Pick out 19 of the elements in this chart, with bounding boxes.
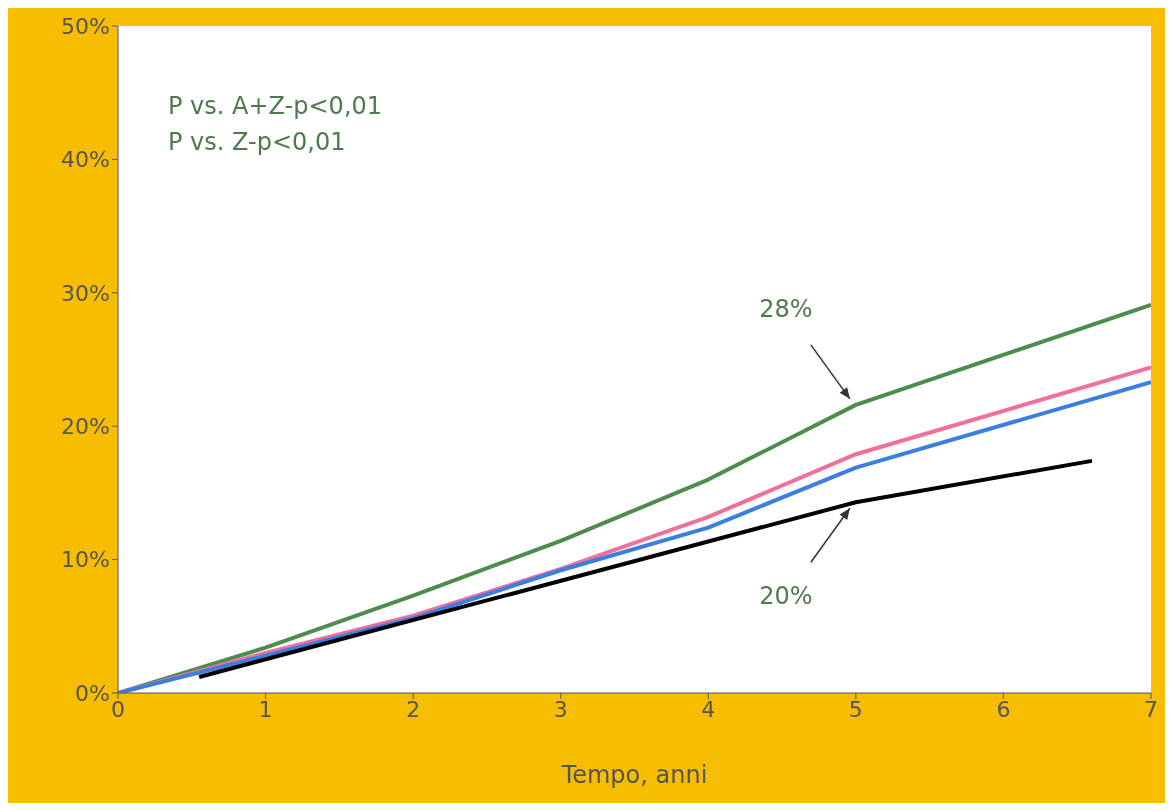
y-tick-label: 50% <box>61 13 110 39</box>
x-tick-label: 2 <box>406 696 421 722</box>
x-tick-label: 6 <box>996 696 1011 722</box>
annotation: 20% <box>759 582 813 611</box>
x-tick-label: 3 <box>553 696 568 722</box>
x-tick-label: 0 <box>111 696 125 722</box>
y-tick-label: 20% <box>61 414 110 440</box>
annotation: 28% <box>759 294 813 323</box>
x-tick-label: 1 <box>258 696 273 722</box>
x-tick-label: 7 <box>1144 696 1158 722</box>
y-tick-label: 0% <box>75 680 110 706</box>
annotation: P vs. Z-p<0,01 <box>168 127 347 158</box>
x-tick-label: 5 <box>848 696 863 722</box>
x-tick-label: 4 <box>701 696 716 722</box>
x-axis-title: Tempo, anni <box>560 761 708 789</box>
annotation: P vs. A+Z-p<0,01 <box>168 91 383 122</box>
y-tick-label: 10% <box>61 547 110 573</box>
y-tick-label: 30% <box>61 280 110 306</box>
y-tick-label: 40% <box>61 147 110 173</box>
